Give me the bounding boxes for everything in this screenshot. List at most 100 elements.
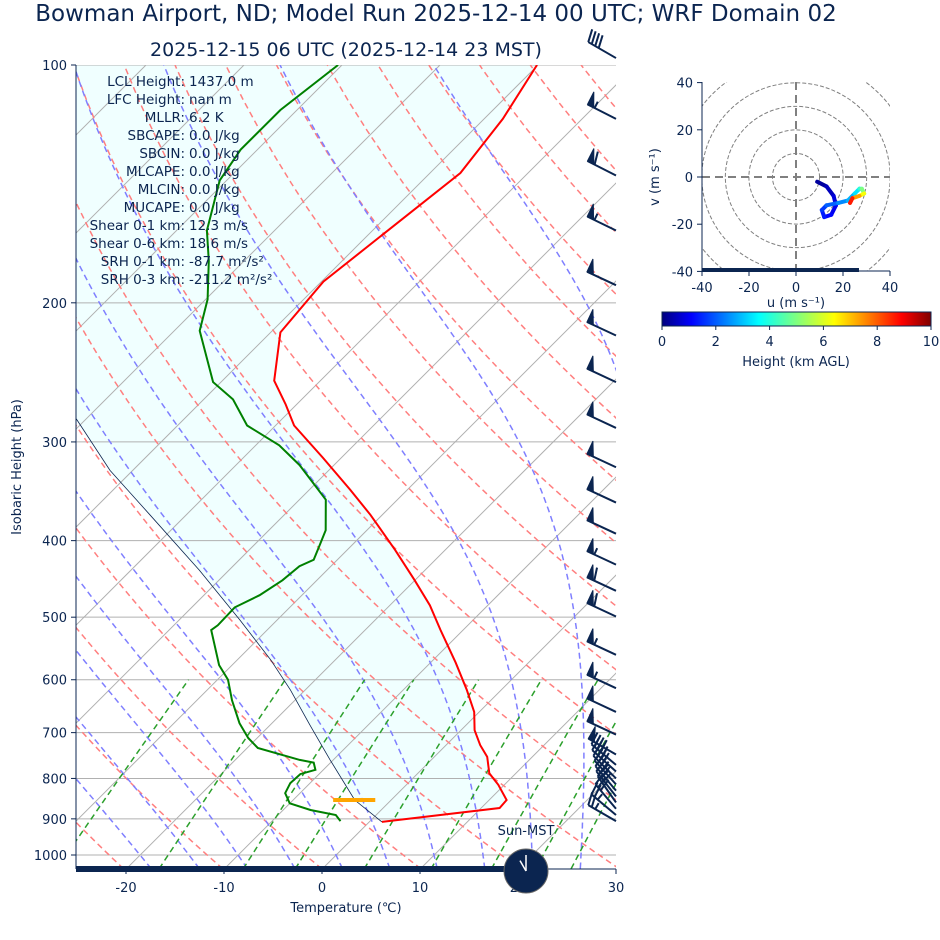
barb-flag [587,507,593,523]
barb-flag [587,309,593,325]
barb-flag [587,476,593,492]
dry-adiabat-line [480,65,940,869]
y-tick-label: 800 [42,772,67,787]
hodograph-y-label: v (m s⁻¹) [648,148,663,206]
mixing-ratio-line [571,680,672,869]
stat-value: 18.6 m/s [189,236,248,252]
barb-flag [587,565,593,581]
y-tick-label: 600 [42,674,67,689]
stat-label: MLCAPE: [126,164,185,180]
mixing-ratio-line [159,680,285,869]
x-tick-label: 10 [412,881,429,896]
dry-adiabat-line [581,65,940,869]
wind-barb [587,590,616,616]
x-tick-label: -20 [115,881,136,896]
wind-barb [587,507,616,533]
barb-flag [587,149,593,165]
barb-flag [587,402,593,418]
wind-barb [587,204,616,231]
isotherm-line [616,65,940,869]
wind-barbs [587,29,616,821]
y-tick-label: 400 [42,535,67,550]
colorbar-gradient [662,312,931,326]
x-tick-label: 0 [318,881,326,896]
hodograph-y-tick-label: 0 [685,171,693,186]
hodograph-y-tick-label: -40 [672,265,693,280]
barb-flag [587,629,593,645]
barb-flag [587,441,593,457]
barb-flag [587,92,593,108]
hodograph-x-tick-label: 20 [835,281,852,296]
dry-adiabat-line [683,65,940,869]
barb-flag [587,708,593,724]
wind-barb [587,441,616,467]
stat-value: 6.2 K [189,110,225,126]
y-tick-label: 900 [42,813,67,828]
hodograph-x-tick-label: -40 [691,281,712,296]
stat-label: Shear 0-1 km: [90,218,185,234]
colorbar-tick-label: 8 [873,335,881,350]
hodograph-x-tick-label: -20 [738,281,759,296]
isotherm-line [518,65,940,869]
stat-label: SRH 0-1 km: [101,254,185,270]
barb-flag [587,686,593,702]
barb-flag [587,590,593,606]
barb-flag [587,662,593,678]
colorbar-tick-label: 6 [819,335,827,350]
hodograph-plot-area [678,59,914,295]
barb-flag [587,356,593,372]
dry-adiabat-line [784,65,940,869]
wind-barb [587,538,616,564]
stat-value: nan m [189,92,232,108]
wind-barb [587,259,616,285]
wind-barb [587,149,616,176]
dry-adiabat-line [733,65,940,869]
colorbar-label: Height (km AGL) [742,355,850,370]
barb-shaft [588,29,616,58]
wind-barb [587,476,616,502]
stat-label: SRH 0-3 km: [101,272,185,288]
wind-barb [587,92,616,119]
stat-value: 0.0 J/kg [189,164,240,180]
figure-title: Bowman Airport, ND; Model Run 2025-12-14… [35,1,836,27]
stat-value: 0.0 J/kg [189,146,240,162]
colorbar-tick-label: 2 [712,335,720,350]
isotherm-line [420,65,940,869]
wind-barb [587,708,616,734]
figure-subtitle: 2025-12-15 06 UTC (2025-12-14 23 MST) [150,39,542,61]
hodograph-y-tick-label: 40 [676,77,693,92]
stat-label: LFC Height: [107,92,185,108]
stat-label: SBCIN: [139,146,185,162]
stat-label: Shear 0-6 km: [90,236,185,252]
barb-flag [587,259,593,275]
stat-value: 1437.0 m [189,74,254,90]
dry-adiabat-line [530,65,940,869]
forecast-progress-bar [76,866,527,872]
y-tick-label: 1000 [34,849,67,864]
stat-value: 12.3 m/s [189,218,248,234]
stat-label: MLCIN: [138,182,185,198]
hodograph-segment [850,198,852,203]
wind-barb [587,402,616,428]
wind-barb [588,29,616,58]
colorbar-tick-label: 0 [658,335,666,350]
colorbar-tick-label: 10 [923,335,940,350]
hodograph-y-tick-label: -20 [672,218,693,233]
stat-value: 0.0 J/kg [189,128,240,144]
wind-barb [587,686,616,712]
mixing-ratio-line [536,680,640,869]
stat-value: 0.0 J/kg [189,200,240,216]
barb-flag [587,204,593,220]
mixing-ratio-line [492,680,599,869]
stat-label: LCL Height: [107,74,185,90]
hodograph-x-tick-label: 40 [882,281,899,296]
hodograph-y-tick-label: 20 [676,124,693,139]
dry-adiabat-line [632,65,940,869]
y-tick-label: 200 [42,297,67,312]
x-tick-label: -10 [213,881,234,896]
y-tick-label: 500 [42,611,67,626]
